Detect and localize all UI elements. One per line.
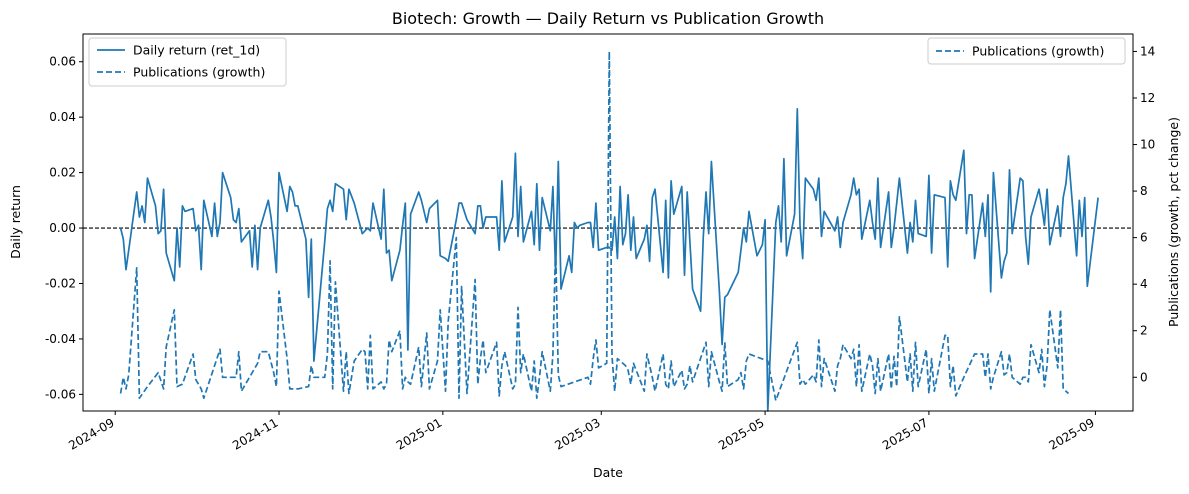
y2-tick-label: 0 <box>1140 370 1148 384</box>
chart-title: Biotech: Growth — Daily Return vs Public… <box>392 9 824 28</box>
y-tick-label: 0.00 <box>49 221 76 235</box>
legend-left-entry-1: Daily return (ret_1d) <box>133 43 260 58</box>
legend-left: Daily return (ret_1d) Publications (grow… <box>88 37 287 87</box>
y2-tick-label: 4 <box>1140 277 1148 291</box>
y-tick-label: 0.02 <box>49 166 76 180</box>
y2-tick-label: 8 <box>1140 184 1148 198</box>
y2-tick-label: 14 <box>1140 44 1155 58</box>
y2-tick-label: 10 <box>1140 138 1155 152</box>
y-axis-label: Daily return <box>8 185 23 259</box>
y-tick-label: -0.02 <box>45 276 76 290</box>
publications-growth-line <box>119 50 1070 402</box>
y2-tick-label: 12 <box>1140 91 1155 105</box>
daily-return-line <box>119 107 1099 412</box>
y2-tick-label: 6 <box>1140 231 1148 245</box>
y-tick-label: 0.06 <box>49 55 76 69</box>
legend-left-box <box>88 37 287 87</box>
y-tick-label: 0.04 <box>49 110 76 124</box>
legend-right: Publications (growth) <box>927 37 1126 65</box>
legend-right-box <box>927 37 1126 65</box>
legend-left-entry-2: Publications (growth) <box>133 65 265 80</box>
legend-right-entry-1: Publications (growth) <box>972 44 1104 59</box>
plot-lines <box>83 50 1133 412</box>
plot-frame <box>82 33 1134 412</box>
y-tick-label: -0.06 <box>45 387 76 401</box>
x-axis-label: Date <box>593 465 623 480</box>
y2-tick-label: 2 <box>1140 324 1148 338</box>
y-tick-label: -0.04 <box>45 332 76 346</box>
y2-axis-label: Publications (growth, pct change) <box>1166 117 1181 327</box>
